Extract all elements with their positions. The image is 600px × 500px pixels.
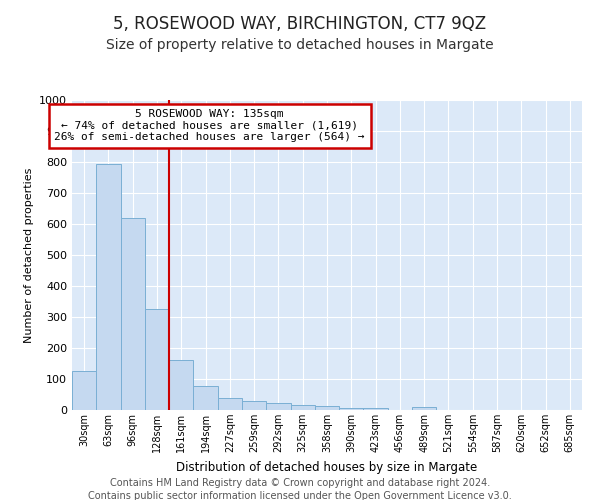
Bar [412,407,436,410]
Y-axis label: Number of detached properties: Number of detached properties [23,168,34,342]
Bar [290,406,315,410]
Bar [364,408,388,410]
Text: 5, ROSEWOOD WAY, BIRCHINGTON, CT7 9QZ: 5, ROSEWOOD WAY, BIRCHINGTON, CT7 9QZ [113,15,487,33]
X-axis label: Distribution of detached houses by size in Margate: Distribution of detached houses by size … [176,460,478,473]
Bar [72,371,96,410]
Bar [169,360,193,410]
Bar [121,218,145,410]
Bar [315,406,339,410]
Text: Size of property relative to detached houses in Margate: Size of property relative to detached ho… [106,38,494,52]
Text: 5 ROSEWOOD WAY: 135sqm
← 74% of detached houses are smaller (1,619)
26% of semi-: 5 ROSEWOOD WAY: 135sqm ← 74% of detached… [55,110,365,142]
Text: Contains HM Land Registry data © Crown copyright and database right 2024.: Contains HM Land Registry data © Crown c… [110,478,490,488]
Bar [266,402,290,410]
Bar [218,398,242,410]
Bar [145,309,169,410]
Bar [242,402,266,410]
Bar [339,408,364,410]
Bar [96,164,121,410]
Text: Contains public sector information licensed under the Open Government Licence v3: Contains public sector information licen… [88,491,512,500]
Bar [193,386,218,410]
